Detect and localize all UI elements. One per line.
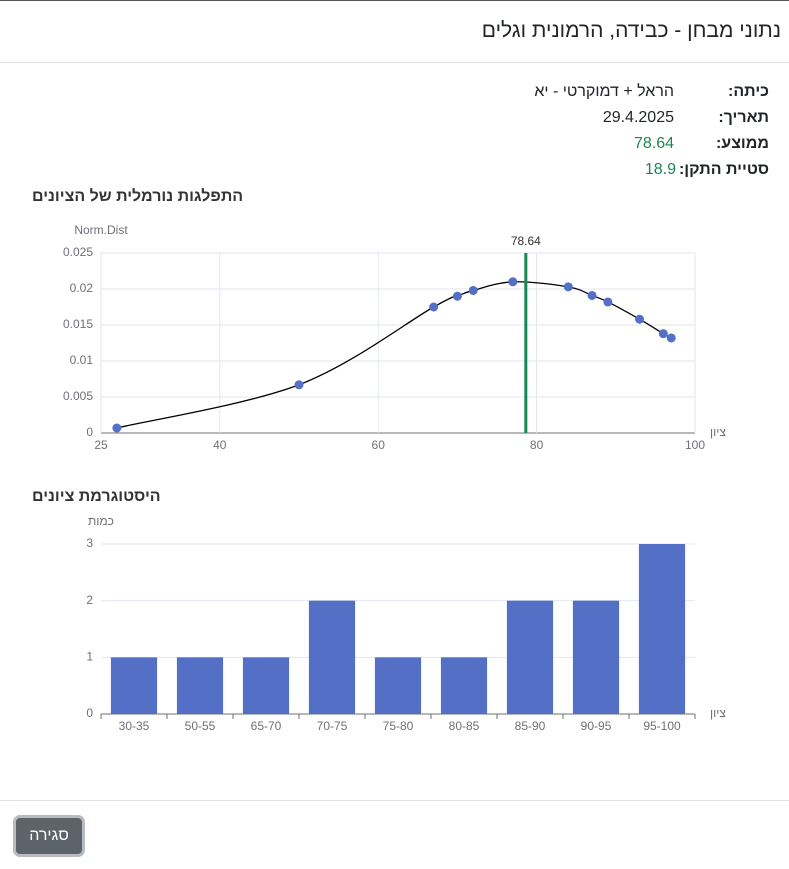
curve [116, 281, 672, 429]
y-axis-label: Norm.Dist [74, 223, 128, 237]
point [508, 277, 518, 287]
bar [242, 657, 290, 714]
point [587, 290, 597, 300]
x-tick-label: 80-85 [449, 719, 480, 733]
info-label: ממוצע: [715, 135, 769, 152]
bar [374, 657, 422, 714]
bar [638, 544, 686, 714]
info-row: ממוצע: 78.64 [469, 135, 769, 159]
y-tick-label: 0.025 [63, 245, 93, 259]
info-label: סטיית התקן: [678, 161, 769, 178]
bar [176, 657, 224, 714]
close-button[interactable]: סגירה [13, 815, 85, 857]
x-tick-label: 60 [372, 438, 386, 452]
point [658, 329, 668, 339]
point [603, 297, 613, 307]
point [563, 282, 573, 292]
bar [308, 600, 356, 714]
info-value: 18.9 [644, 161, 676, 178]
modal-footer [0, 800, 789, 801]
x-tick-label: 30-35 [119, 719, 150, 733]
point [468, 285, 478, 295]
x-tick-label: 80 [530, 438, 544, 452]
point [452, 291, 462, 301]
x-tick-label: 85-90 [515, 719, 546, 733]
x-tick-label: 40 [213, 438, 227, 452]
y-tick-label: 0.01 [70, 353, 94, 367]
modal-title: נתוני מבחן - כבידה, הרמונית וגלים [481, 19, 781, 42]
x-axis-label: ציון [710, 425, 726, 439]
bar [440, 657, 488, 714]
point [666, 333, 676, 343]
x-axis-label: ציון [710, 706, 726, 720]
x-tick-label: 75-80 [383, 719, 414, 733]
info-row: תאריך: 29.4.2025 [469, 109, 769, 133]
info-row: כיתה: הראל + דמוקרטי - יא [469, 83, 769, 107]
bar [572, 600, 620, 714]
point [635, 314, 645, 324]
chart-title: היסטוגרמת ציונים [32, 488, 161, 505]
info-value: 78.64 [633, 135, 674, 152]
bar [110, 657, 158, 714]
charts: התפלגות נורמלית של הציונים Norm.Dist ציון 0… [32, 187, 726, 733]
bar [506, 600, 554, 714]
info-value: 29.4.2025 [602, 109, 674, 126]
y-tick-label: 0.015 [63, 317, 93, 331]
y-axis-label: כמות [88, 514, 114, 528]
info-value: הראל + דמוקרטי - יא [534, 83, 674, 100]
point [429, 302, 439, 312]
info-label: תאריך: [718, 109, 769, 126]
y-tick-label: 0 [86, 425, 93, 439]
point [294, 380, 304, 390]
x-tick-label: 65-70 [251, 719, 282, 733]
x-tick-label: 70-75 [317, 719, 348, 733]
point [112, 423, 122, 433]
info-row: סטיית התקן: 18.9 [469, 161, 769, 185]
chart-title: התפלגות נורמלית של הציונים [32, 187, 243, 205]
x-tick-label: 50-55 [185, 719, 216, 733]
mean-label: 78.64 [511, 234, 541, 248]
y-tick-label: 0 [86, 706, 93, 720]
x-tick-label: 25 [94, 438, 108, 452]
x-tick-label: 90-95 [581, 719, 612, 733]
y-tick-label: 0.005 [63, 389, 93, 403]
y-tick-label: 0.02 [70, 281, 94, 295]
x-tick-label: 95-100 [643, 719, 681, 733]
x-tick-label: 100 [685, 438, 705, 452]
y-tick-label: 1 [86, 650, 93, 664]
y-tick-label: 2 [86, 593, 93, 607]
y-tick-label: 3 [86, 536, 93, 550]
modal-header: נתוני מבחן - כבידה, הרמונית וגלים [0, 0, 789, 63]
info-label: כיתה: [728, 83, 769, 100]
